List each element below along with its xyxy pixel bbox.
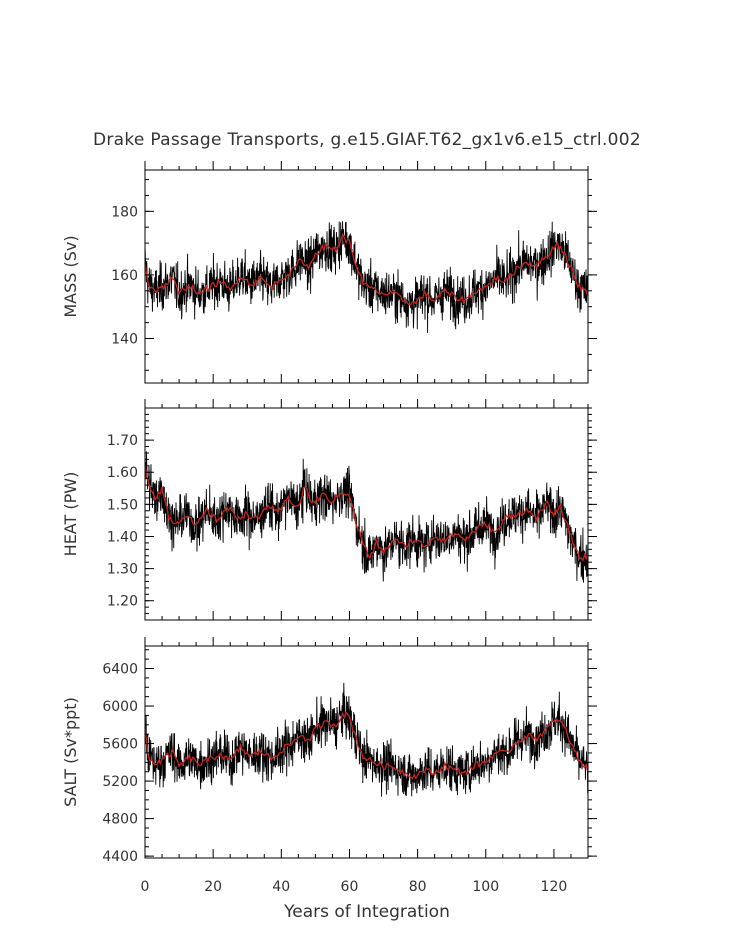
annual-mean-series-salt bbox=[145, 711, 588, 780]
y-tick-label: 5600 bbox=[102, 737, 138, 753]
y-tick-label: 1.40 bbox=[107, 529, 138, 545]
y-tick-label: 140 bbox=[111, 331, 138, 347]
monthly-series-salt bbox=[145, 682, 588, 797]
panel-mass: 140 160 180 MASS (Sv) bbox=[61, 161, 597, 384]
y-axis-label-mass: MASS (Sv) bbox=[61, 235, 80, 317]
y-tick-label: 1.20 bbox=[107, 594, 138, 610]
y-axis-label-heat: HEAT (PW) bbox=[61, 472, 80, 557]
y-tick-label: 5200 bbox=[102, 774, 138, 790]
y-tick-label: 1.30 bbox=[107, 562, 138, 578]
y-tick-label: 180 bbox=[111, 204, 138, 220]
y-tick-label: 4400 bbox=[102, 849, 138, 865]
x-tick-label: 20 bbox=[204, 879, 222, 895]
x-tick-label: 120 bbox=[541, 879, 568, 895]
monthly-series-mass bbox=[145, 221, 588, 334]
annual-mean-series-heat bbox=[145, 463, 588, 562]
annual-mean-series-mass bbox=[145, 232, 588, 306]
x-tick-label: 40 bbox=[272, 879, 290, 895]
x-tick-labels: 0 20 40 60 80 100 120 bbox=[141, 879, 568, 895]
x-tick-label: 80 bbox=[409, 879, 427, 895]
y-tick-label: 1.60 bbox=[107, 465, 138, 481]
x-tick-label: 0 bbox=[141, 879, 150, 895]
x-tick-label: 60 bbox=[341, 879, 359, 895]
y-axis-label-salt: SALT (Sv*ppt) bbox=[61, 697, 80, 807]
y-tick-label: 160 bbox=[111, 268, 138, 284]
y-tick-label: 6400 bbox=[102, 662, 138, 678]
chart-title: Drake Passage Transports, g.e15.GIAF.T62… bbox=[93, 130, 641, 150]
panel-heat: 1.20 1.30 1.40 1.50 1.60 1.70 HEAT (PW) bbox=[61, 399, 597, 621]
x-tick-label: 100 bbox=[472, 879, 499, 895]
y-tick-label: 1.50 bbox=[107, 497, 138, 513]
y-tick-label: 6000 bbox=[102, 699, 138, 715]
y-tick-label: 4800 bbox=[102, 812, 138, 828]
x-axis-label: Years of Integration bbox=[283, 902, 450, 922]
panel-salt: 4400 4800 5200 5600 6000 6400 SALT (Sv*ppt) bbox=[61, 637, 597, 865]
monthly-series-heat bbox=[145, 451, 588, 583]
y-tick-label: 1.70 bbox=[107, 433, 138, 449]
